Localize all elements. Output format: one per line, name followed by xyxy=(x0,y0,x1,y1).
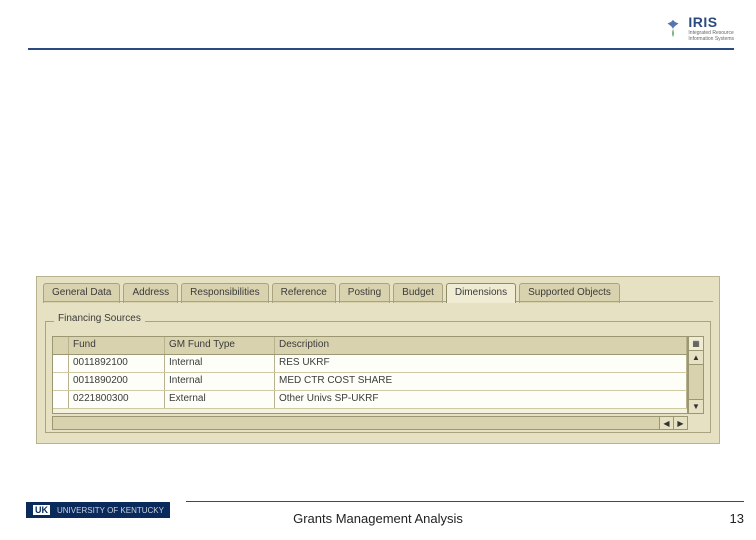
cell-desc[interactable]: RES UKRF xyxy=(275,355,687,372)
cell-type[interactable]: External xyxy=(165,391,275,408)
grid-header: Fund GM Fund Type Description xyxy=(53,337,687,355)
tab-budget[interactable]: Budget xyxy=(393,283,443,303)
cell-type[interactable]: Internal xyxy=(165,355,275,372)
header-rule xyxy=(28,48,734,50)
iris-logo-text: IRIS xyxy=(688,14,717,30)
footer-title: Grants Management Analysis xyxy=(0,511,756,526)
tab-responsibilities[interactable]: Responsibilities xyxy=(181,283,268,303)
tab-dimensions[interactable]: Dimensions xyxy=(446,283,516,303)
slide-header: IRIS Integrated Resource Information Sys… xyxy=(0,0,756,56)
cell-type[interactable]: Internal xyxy=(165,373,275,390)
cell-fund[interactable]: 0011890200 xyxy=(69,373,165,390)
col-fund[interactable]: Fund xyxy=(69,337,165,354)
col-description[interactable]: Description xyxy=(275,337,687,354)
table-row[interactable]: 0011892100 Internal RES UKRF xyxy=(53,355,687,373)
cell-desc[interactable]: Other Univs SP-UKRF xyxy=(275,391,687,408)
tab-supported-objects[interactable]: Supported Objects xyxy=(519,283,620,303)
row-selector[interactable] xyxy=(53,355,69,372)
column-config-icon[interactable]: ▦ xyxy=(689,337,703,351)
tab-underline xyxy=(43,301,713,302)
financing-sources-fieldset: Financing Sources Fund GM Fund Type Desc… xyxy=(45,321,711,433)
tab-reference[interactable]: Reference xyxy=(272,283,336,303)
tab-strip: General Data Address Responsibilities Re… xyxy=(37,277,719,303)
vertical-scrollbar[interactable]: ▦ ▲ ▼ xyxy=(688,336,704,414)
scroll-down-icon[interactable]: ▼ xyxy=(689,399,703,413)
table-row[interactable]: 0221800300 External Other Univs SP-UKRF xyxy=(53,391,687,409)
iris-logo-text-block: IRIS Integrated Resource Information Sys… xyxy=(688,14,734,42)
scroll-right-icon[interactable]: ▶ xyxy=(673,417,687,429)
page-number: 13 xyxy=(730,511,744,526)
tab-general-data[interactable]: General Data xyxy=(43,283,120,303)
row-selector[interactable] xyxy=(53,391,69,408)
cell-desc[interactable]: MED CTR COST SHARE xyxy=(275,373,687,390)
scroll-up-icon[interactable]: ▲ xyxy=(689,351,703,365)
tab-address[interactable]: Address xyxy=(123,283,178,303)
fieldset-legend: Financing Sources xyxy=(54,313,145,324)
iris-logo-sub2: Information Systems xyxy=(688,36,734,42)
cell-fund[interactable]: 0011892100 xyxy=(69,355,165,372)
horizontal-scrollbar[interactable]: ◀ ▶ xyxy=(52,416,688,430)
row-selector[interactable] xyxy=(53,373,69,390)
iris-flower-icon xyxy=(662,17,684,39)
scroll-left-icon[interactable]: ◀ xyxy=(659,417,673,429)
row-selector-header xyxy=(53,337,69,354)
financing-sources-grid: Fund GM Fund Type Description 0011892100… xyxy=(52,336,688,414)
col-gm-fund-type[interactable]: GM Fund Type xyxy=(165,337,275,354)
iris-logo: IRIS Integrated Resource Information Sys… xyxy=(662,14,734,42)
tab-posting[interactable]: Posting xyxy=(339,283,390,303)
cell-fund[interactable]: 0221800300 xyxy=(69,391,165,408)
footer-rule xyxy=(186,501,744,502)
sap-panel: General Data Address Responsibilities Re… xyxy=(36,276,720,444)
table-row[interactable]: 0011890200 Internal MED CTR COST SHARE xyxy=(53,373,687,391)
